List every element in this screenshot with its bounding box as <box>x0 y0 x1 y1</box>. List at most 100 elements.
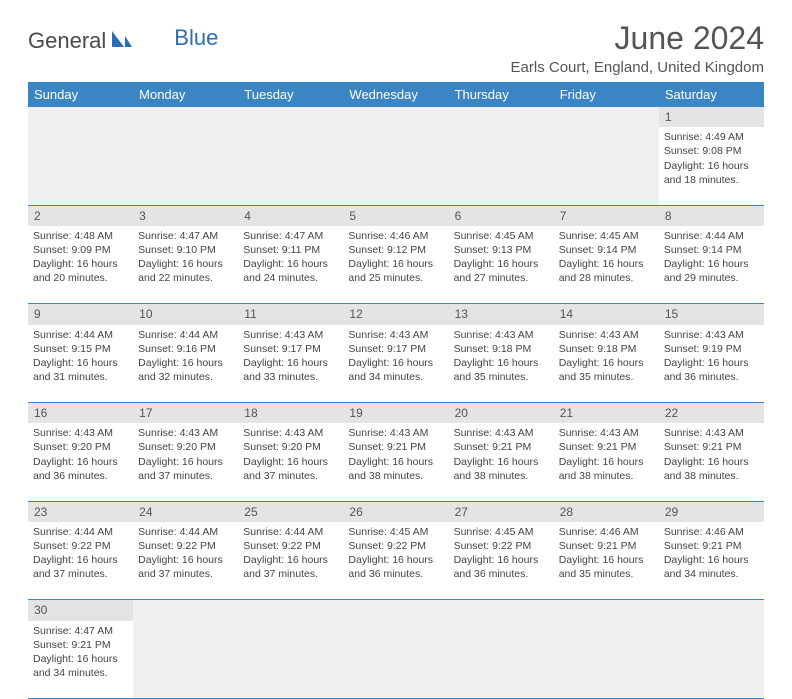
day-number: 29 <box>659 501 764 522</box>
sunset-text: Sunset: 9:21 PM <box>454 440 549 454</box>
daylight-text: Daylight: 16 hours <box>454 553 549 567</box>
daylight-text: Daylight: 16 hours <box>138 553 233 567</box>
day-cell <box>343 127 448 205</box>
day-header-row: SundayMondayTuesdayWednesdayThursdayFrid… <box>28 82 764 107</box>
day-number: 9 <box>28 304 133 325</box>
sunset-text: Sunset: 9:21 PM <box>33 638 128 652</box>
day-number <box>238 107 343 127</box>
brand-logo: General Blue <box>28 28 218 54</box>
daylight-text: and 36 minutes. <box>664 370 759 384</box>
sunset-text: Sunset: 9:15 PM <box>33 342 128 356</box>
daylight-text: and 28 minutes. <box>559 271 654 285</box>
day-cell: Sunrise: 4:45 AMSunset: 9:14 PMDaylight:… <box>554 226 659 304</box>
day-header: Tuesday <box>238 82 343 107</box>
day-cell: Sunrise: 4:45 AMSunset: 9:22 PMDaylight:… <box>343 522 448 600</box>
sunrise-text: Sunrise: 4:45 AM <box>454 525 549 539</box>
day-cell: Sunrise: 4:46 AMSunset: 9:12 PMDaylight:… <box>343 226 448 304</box>
sunrise-text: Sunrise: 4:43 AM <box>243 328 338 342</box>
day-detail-row: Sunrise: 4:44 AM Sunset: 9:15 PM Daylight:… <box>28 325 764 403</box>
day-cell <box>449 621 554 699</box>
day-cell <box>659 621 764 699</box>
daylight-text: and 37 minutes. <box>33 567 128 581</box>
daylight-text: Daylight: 16 hours <box>664 356 759 370</box>
day-number <box>449 107 554 127</box>
sunset-text: Sunset: 9:22 PM <box>348 539 443 553</box>
sunset-text: Sunset: 9:10 PM <box>138 243 233 257</box>
calendar-body: 1Sunrise: 4:49 AMSunset: 9:08 PMDaylight… <box>28 107 764 699</box>
daylight-text: Daylight: 16 hours <box>138 455 233 469</box>
day-cell: Sunrise: 4:45 AMSunset: 9:22 PMDaylight:… <box>449 522 554 600</box>
day-number-row: 2345678 <box>28 205 764 226</box>
sunset-text: Sunset: 9:22 PM <box>454 539 549 553</box>
daylight-text: Daylight: 16 hours <box>348 553 443 567</box>
day-detail-row: Sunrise: 4:44 AMSunset: 9:22 PMDaylight:… <box>28 522 764 600</box>
day-cell: Sunrise: 4:46 AMSunset: 9:21 PMDaylight:… <box>554 522 659 600</box>
day-number: 21 <box>554 403 659 424</box>
day-number <box>343 600 448 621</box>
day-number <box>449 600 554 621</box>
daylight-text: and 18 minutes. <box>664 173 759 187</box>
sunset-text: Sunset: 9:18 PM <box>454 342 549 356</box>
sunrise-text: Sunrise: 4:44 AM <box>138 525 233 539</box>
sunset-text: Sunset: 9:13 PM <box>454 243 549 257</box>
day-cell: Sunrise: 4:44 AMSunset: 9:22 PMDaylight:… <box>28 522 133 600</box>
sunrise-text: Sunrise: 4:43 AM <box>454 426 549 440</box>
day-cell: Sunrise: 4:43 AMSunset: 9:19 PMDaylight:… <box>659 325 764 403</box>
day-detail-row: Sunrise: 4:47 AMSunset: 9:21 PMDaylight:… <box>28 621 764 699</box>
daylight-text: Daylight: 16 hours <box>243 553 338 567</box>
day-cell: Sunrise: 4:45 AMSunset: 9:13 PMDaylight:… <box>449 226 554 304</box>
day-cell: Sunrise: 4:43 AMSunset: 9:20 PMDaylight:… <box>133 423 238 501</box>
sunrise-text: Sunrise: 4:44 AM <box>138 328 233 342</box>
daylight-text: Daylight: 16 hours <box>559 356 654 370</box>
day-number-row: 23242526272829 <box>28 501 764 522</box>
sunset-text: Sunset: 9:20 PM <box>33 440 128 454</box>
daylight-text: and 35 minutes. <box>454 370 549 384</box>
daylight-text: Daylight: 16 hours <box>454 356 549 370</box>
sunset-text: Sunset: 9:08 PM <box>664 144 759 158</box>
day-number: 22 <box>659 403 764 424</box>
daylight-text: Daylight: 16 hours <box>243 455 338 469</box>
sunrise-text: Sunrise: 4:43 AM <box>348 328 443 342</box>
sunrise-text: Sunrise: 4:47 AM <box>33 624 128 638</box>
day-cell <box>449 127 554 205</box>
sunrise-text: Sunrise: 4:49 AM <box>664 130 759 144</box>
daylight-text: and 38 minutes. <box>664 469 759 483</box>
title-block: June 2024 Earls Court, England, United K… <box>511 20 764 76</box>
daylight-text: and 36 minutes. <box>454 567 549 581</box>
day-number: 11 <box>238 304 343 325</box>
day-cell <box>133 127 238 205</box>
day-number: 18 <box>238 403 343 424</box>
day-number: 12 <box>343 304 448 325</box>
day-number: 10 <box>133 304 238 325</box>
daylight-text: and 32 minutes. <box>138 370 233 384</box>
day-number: 5 <box>343 205 448 226</box>
sunset-text: Sunset: 9:14 PM <box>664 243 759 257</box>
daylight-text: Daylight: 16 hours <box>348 455 443 469</box>
day-detail-row: Sunrise: 4:49 AMSunset: 9:08 PMDaylight:… <box>28 127 764 205</box>
daylight-text: and 34 minutes. <box>664 567 759 581</box>
day-header: Wednesday <box>343 82 448 107</box>
day-cell: Sunrise: 4:44 AMSunset: 9:16 PMDaylight:… <box>133 325 238 403</box>
sunrise-text: Sunrise: 4:46 AM <box>348 229 443 243</box>
day-header: Saturday <box>659 82 764 107</box>
sunset-text: Sunset: 9:22 PM <box>138 539 233 553</box>
day-cell: Sunrise: 4:43 AMSunset: 9:21 PMDaylight:… <box>343 423 448 501</box>
daylight-text: and 35 minutes. <box>559 370 654 384</box>
daylight-text: and 27 minutes. <box>454 271 549 285</box>
daylight-text: and 20 minutes. <box>33 271 128 285</box>
day-cell: Sunrise: 4:46 AMSunset: 9:21 PMDaylight:… <box>659 522 764 600</box>
day-number: 25 <box>238 501 343 522</box>
daylight-text: Daylight: 16 hours <box>559 455 654 469</box>
day-number <box>28 107 133 127</box>
location-label: Earls Court, England, United Kingdom <box>511 59 764 76</box>
sunrise-text: Sunrise: 4:43 AM <box>559 328 654 342</box>
page-title: June 2024 <box>511 20 764 57</box>
day-cell: Sunrise: 4:43 AMSunset: 9:18 PMDaylight:… <box>449 325 554 403</box>
sunset-text: Sunset: 9:20 PM <box>243 440 338 454</box>
sunrise-text: Sunrise: 4:43 AM <box>664 328 759 342</box>
day-number: 7 <box>554 205 659 226</box>
day-cell: Sunrise: 4:43 AMSunset: 9:18 PMDaylight:… <box>554 325 659 403</box>
day-number-row: 9101112131415 <box>28 304 764 325</box>
day-number <box>343 107 448 127</box>
day-number: 20 <box>449 403 554 424</box>
